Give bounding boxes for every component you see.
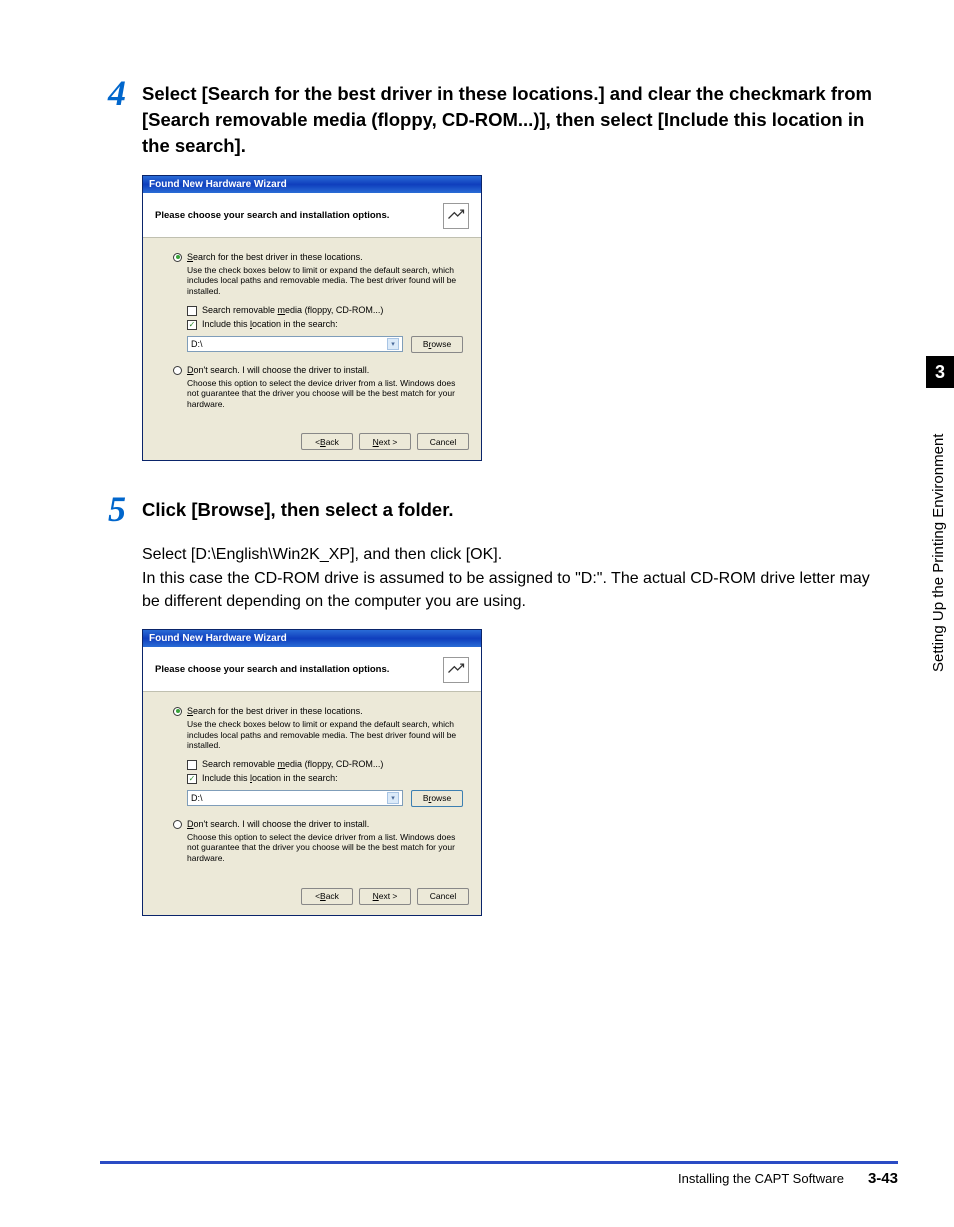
next-button[interactable]: Next >	[359, 888, 411, 905]
radio-option-search[interactable]: Search for the best driver in these loca…	[173, 706, 463, 716]
dialog-header: Please choose your search and installati…	[143, 647, 481, 692]
dialog-titlebar: Found New Hardware Wizard	[143, 176, 481, 193]
back-button[interactable]: < Back	[301, 433, 353, 450]
path-value: D:\	[191, 793, 203, 803]
checkbox-removable[interactable]: Search removable media (floppy, CD-ROM..…	[187, 759, 463, 770]
checkbox-icon	[187, 760, 197, 770]
wizard-icon	[443, 203, 469, 229]
option-search-desc: Use the check boxes below to limit or ex…	[187, 719, 463, 751]
page-content: 4 Select [Search for the best driver in …	[100, 75, 890, 916]
dialog-heading: Please choose your search and installati…	[155, 210, 389, 221]
checkbox-removable[interactable]: Search removable media (floppy, CD-ROM..…	[187, 305, 463, 316]
back-button[interactable]: < Back	[301, 888, 353, 905]
dialog-screenshot-1: Found New Hardware Wizard Please choose …	[142, 175, 890, 462]
browse-button[interactable]: Browse	[411, 336, 463, 353]
dialog-titlebar: Found New Hardware Wizard	[143, 630, 481, 647]
side-tab: 3 Setting Up the Printing Environment	[926, 356, 954, 718]
wizard-dialog: Found New Hardware Wizard Please choose …	[142, 629, 482, 916]
wizard-icon	[443, 657, 469, 683]
dialog-body: Search for the best driver in these loca…	[143, 692, 481, 880]
wizard-dialog: Found New Hardware Wizard Please choose …	[142, 175, 482, 462]
path-combobox[interactable]: D:\ ▾	[187, 790, 403, 806]
option-dont-desc: Choose this option to select the device …	[187, 832, 463, 864]
path-value: D:\	[191, 339, 203, 349]
page-footer: Installing the CAPT Software 3-43	[100, 1161, 898, 1187]
step-title: Click [Browse], then select a folder.	[142, 491, 890, 523]
radio-icon	[173, 820, 182, 829]
dialog-screenshot-2: Found New Hardware Wizard Please choose …	[142, 629, 890, 916]
checkbox-include-location[interactable]: ✓ Include this location in the search:	[187, 319, 463, 330]
dialog-footer: < Back Next > Cancel	[143, 880, 481, 915]
radio-icon	[173, 707, 182, 716]
option-search-desc: Use the check boxes below to limit or ex…	[187, 265, 463, 297]
step-5: 5 Click [Browse], then select a folder.	[100, 491, 890, 527]
option-dont-desc: Choose this option to select the device …	[187, 378, 463, 410]
radio-option-dont-search[interactable]: Don't search. I will choose the driver t…	[173, 365, 463, 375]
checkbox-icon: ✓	[187, 320, 197, 330]
checkbox-include-location[interactable]: ✓ Include this location in the search:	[187, 773, 463, 784]
dialog-header: Please choose your search and installati…	[143, 193, 481, 238]
chapter-number: 3	[926, 356, 954, 388]
step-title: Select [Search for the best driver in th…	[142, 75, 890, 159]
radio-option-dont-search[interactable]: Don't search. I will choose the driver t…	[173, 819, 463, 829]
dialog-heading: Please choose your search and installati…	[155, 664, 389, 675]
checkbox-icon	[187, 306, 197, 316]
browse-button[interactable]: Browse	[411, 790, 463, 807]
step-number: 4	[100, 75, 126, 111]
step-number: 5	[100, 491, 126, 527]
path-combobox[interactable]: D:\ ▾	[187, 336, 403, 352]
checkbox-icon: ✓	[187, 774, 197, 784]
step-4: 4 Select [Search for the best driver in …	[100, 75, 890, 159]
step-5-body: Select [D:\English\Win2K_XP], and then c…	[142, 543, 890, 613]
radio-icon	[173, 253, 182, 262]
footer-section: Installing the CAPT Software	[678, 1171, 844, 1186]
page-number: 3-43	[868, 1170, 898, 1187]
cancel-button[interactable]: Cancel	[417, 433, 469, 450]
dialog-footer: < Back Next > Cancel	[143, 425, 481, 460]
chevron-down-icon: ▾	[387, 338, 399, 350]
radio-option-search[interactable]: Search for the best driver in these loca…	[173, 252, 463, 262]
cancel-button[interactable]: Cancel	[417, 888, 469, 905]
radio-icon	[173, 366, 182, 375]
next-button[interactable]: Next >	[359, 433, 411, 450]
chevron-down-icon: ▾	[387, 792, 399, 804]
chapter-title: Setting Up the Printing Environment	[926, 388, 951, 718]
dialog-body: Search for the best driver in these loca…	[143, 238, 481, 426]
